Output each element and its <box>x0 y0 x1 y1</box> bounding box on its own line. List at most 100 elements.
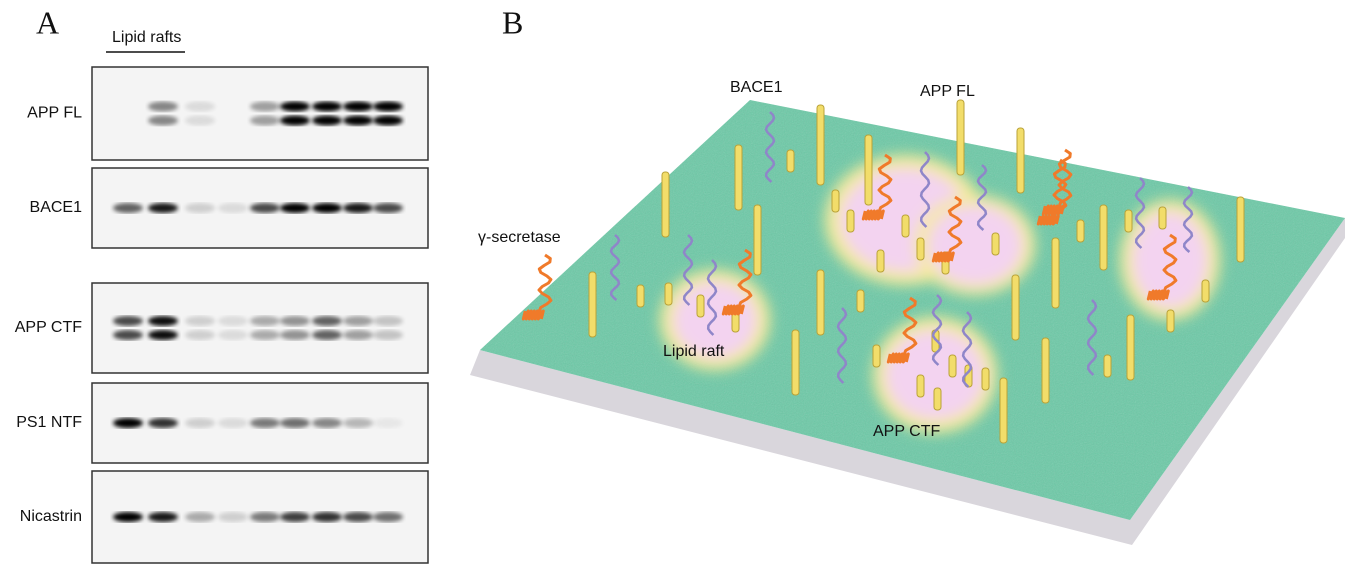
band <box>250 116 280 126</box>
app-rod <box>637 285 644 307</box>
panel-label: A <box>36 4 59 40</box>
app-rod <box>992 233 999 255</box>
app-rod <box>1202 280 1209 302</box>
band <box>185 330 215 340</box>
app-rod <box>847 210 854 232</box>
protein-label: γ-secretase <box>478 229 561 246</box>
band <box>373 512 403 522</box>
app-rod <box>735 145 742 210</box>
band <box>312 512 342 522</box>
band <box>218 330 248 340</box>
band <box>373 316 403 326</box>
band <box>185 102 215 112</box>
band <box>218 316 248 326</box>
band <box>250 316 280 326</box>
band <box>312 116 342 126</box>
band <box>343 116 373 126</box>
app-rod <box>1237 197 1244 262</box>
protein-label: BACE1 <box>730 79 783 96</box>
band <box>148 316 178 326</box>
band <box>148 116 178 126</box>
band <box>148 330 178 340</box>
band <box>312 418 342 428</box>
app-rod <box>662 172 669 237</box>
protein-label: APP CTF <box>873 423 941 440</box>
blot-label: Nicastrin <box>20 508 82 525</box>
blots: APP FL BACE1 APP CTF PS1 NTF Nicastrin <box>15 67 428 563</box>
band <box>185 203 215 213</box>
band <box>343 330 373 340</box>
app-rod <box>817 270 824 335</box>
band <box>373 330 403 340</box>
app-rod <box>1017 128 1024 193</box>
app-rod <box>957 100 964 175</box>
band <box>312 102 342 112</box>
band <box>185 316 215 326</box>
band <box>280 116 310 126</box>
blot-label: APP FL <box>27 105 82 122</box>
lipid-rafts-label: Lipid rafts <box>112 29 181 46</box>
band <box>343 203 373 213</box>
app-rod <box>1000 378 1007 443</box>
band <box>280 512 310 522</box>
band <box>218 203 248 213</box>
band <box>148 203 178 213</box>
band <box>312 330 342 340</box>
band <box>312 203 342 213</box>
band <box>280 418 310 428</box>
raft-label: Lipid raft <box>663 343 725 360</box>
blot-label: APP CTF <box>15 319 83 336</box>
app-rod <box>754 205 761 275</box>
app-rod <box>1159 207 1166 229</box>
band <box>280 316 310 326</box>
app-rod <box>1077 220 1084 242</box>
band <box>250 512 280 522</box>
figure: A Lipid rafts APP FL BACE1 APP CTF PS1 NTF N… <box>0 0 1350 564</box>
app-rod <box>817 105 824 185</box>
band <box>113 316 143 326</box>
protein-label: APP FL <box>920 83 975 100</box>
band <box>343 316 373 326</box>
band <box>113 203 143 213</box>
band <box>113 330 143 340</box>
app-rod <box>1012 275 1019 340</box>
band <box>373 102 403 112</box>
band <box>343 418 373 428</box>
blot-label: PS1 NTF <box>16 414 82 431</box>
app-rod <box>917 238 924 260</box>
band <box>250 203 280 213</box>
band <box>250 418 280 428</box>
app-rod <box>1167 310 1174 332</box>
blot-frame <box>92 283 428 373</box>
band <box>373 203 403 213</box>
app-rod <box>1127 315 1134 380</box>
app-rod <box>949 355 956 377</box>
band <box>343 512 373 522</box>
app-rod <box>917 375 924 397</box>
app-rod <box>589 272 596 337</box>
app-rod <box>1104 355 1111 377</box>
app-rod <box>934 388 941 410</box>
app-rod <box>792 330 799 395</box>
app-rod <box>902 215 909 237</box>
blot-label: BACE1 <box>30 199 83 216</box>
band <box>250 330 280 340</box>
band <box>113 512 143 522</box>
band <box>148 418 178 428</box>
app-rod <box>1042 338 1049 403</box>
app-rod <box>873 345 880 367</box>
app-rod <box>982 368 989 390</box>
panel-label: B <box>502 4 523 40</box>
app-rod <box>857 290 864 312</box>
band <box>218 512 248 522</box>
blot-frame <box>92 67 428 160</box>
app-rod <box>1100 205 1107 270</box>
app-rod <box>665 283 672 305</box>
band <box>373 418 403 428</box>
band <box>280 203 310 213</box>
band <box>185 512 215 522</box>
app-rod <box>877 250 884 272</box>
app-rod <box>1125 210 1132 232</box>
band <box>280 102 310 112</box>
app-rod <box>1052 238 1059 308</box>
